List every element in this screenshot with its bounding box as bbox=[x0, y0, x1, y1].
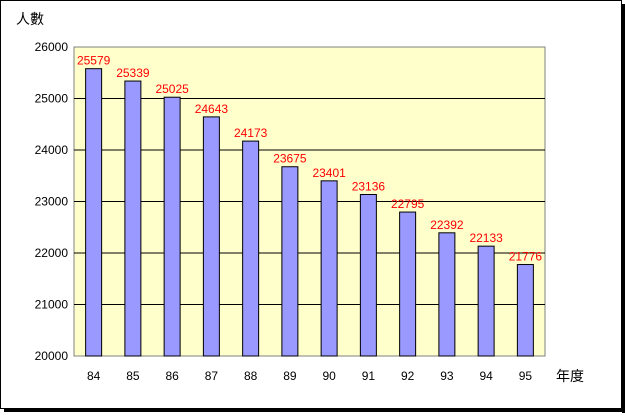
y-tick-labels: 20000 21000 22000 23000 24000 25000 26000 bbox=[35, 40, 69, 363]
data-label: 23675 bbox=[273, 152, 307, 166]
data-label: 24643 bbox=[195, 102, 229, 116]
y-tick-label: 21000 bbox=[35, 298, 69, 312]
x-axis-title: 年度 bbox=[556, 368, 584, 384]
x-tick-label: 93 bbox=[440, 369, 454, 383]
frame-shadow-bottom bbox=[4, 409, 625, 412]
bar bbox=[281, 166, 299, 357]
x-tick-label: 86 bbox=[165, 369, 179, 383]
bar bbox=[124, 80, 142, 357]
bar bbox=[516, 264, 534, 357]
y-tick-label: 24000 bbox=[35, 143, 69, 157]
data-label: 22795 bbox=[391, 197, 425, 211]
bar bbox=[320, 180, 338, 357]
x-tick-label: 90 bbox=[322, 369, 336, 383]
bar bbox=[202, 116, 220, 357]
x-tick-label: 87 bbox=[205, 369, 219, 383]
data-label: 22133 bbox=[469, 231, 503, 245]
data-label: 21776 bbox=[509, 250, 543, 264]
data-label: 25339 bbox=[116, 66, 150, 80]
data-label: 23136 bbox=[352, 179, 386, 193]
data-label: 25579 bbox=[77, 54, 111, 68]
data-labels: 25579 25339 25025 24643 24173 23675 23401 23136… bbox=[77, 54, 542, 264]
bar bbox=[163, 96, 181, 357]
bar bbox=[438, 232, 456, 357]
x-tick-label: 95 bbox=[519, 369, 533, 383]
x-tick-label: 89 bbox=[283, 369, 297, 383]
y-tick-label: 26000 bbox=[35, 40, 69, 54]
data-label: 25025 bbox=[155, 82, 189, 96]
frame-shadow-right bbox=[622, 4, 625, 413]
x-tick-label: 94 bbox=[479, 369, 493, 383]
bar bbox=[85, 68, 103, 357]
bars bbox=[85, 68, 534, 357]
x-tick-labels: 84 85 86 87 88 89 90 91 92 93 94 95 bbox=[87, 369, 532, 383]
y-tick-label: 20000 bbox=[35, 349, 69, 363]
data-label: 23401 bbox=[312, 166, 346, 180]
y-tick-label: 22000 bbox=[35, 246, 69, 260]
x-tick-label: 92 bbox=[401, 369, 415, 383]
x-tick-label: 85 bbox=[126, 369, 140, 383]
y-axis-title: 人數 bbox=[16, 11, 44, 27]
y-tick-label: 23000 bbox=[35, 195, 69, 209]
bar bbox=[359, 193, 377, 357]
bar bbox=[477, 245, 495, 357]
bar bbox=[399, 211, 417, 357]
x-tick-label: 91 bbox=[362, 369, 376, 383]
gridlines bbox=[74, 98, 545, 305]
x-tick-label: 88 bbox=[244, 369, 258, 383]
x-tick-label: 84 bbox=[87, 369, 101, 383]
data-label: 22392 bbox=[430, 218, 464, 232]
data-label: 24173 bbox=[234, 126, 268, 140]
bar bbox=[242, 140, 260, 357]
y-tick-label: 25000 bbox=[35, 92, 69, 106]
